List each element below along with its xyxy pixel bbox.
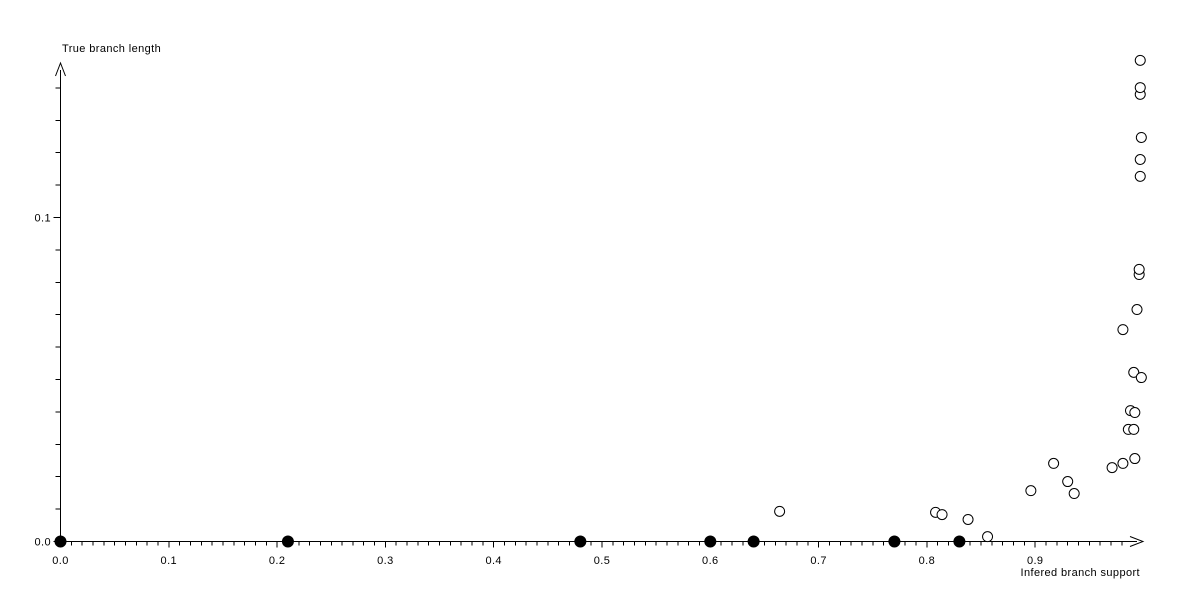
x-tick-label: 0.2 [269, 555, 286, 567]
data-point-open [1135, 131, 1147, 143]
data-point-open [1134, 54, 1146, 66]
data-point-open [982, 531, 994, 543]
data-point-open [962, 513, 974, 525]
data-point-open [1129, 407, 1141, 419]
data-point-open [1134, 82, 1146, 94]
data-point-open [1128, 423, 1140, 435]
x-axis-title: Infered branch support [1020, 567, 1140, 579]
data-point-filled [281, 535, 294, 548]
data-point-open [1134, 170, 1146, 182]
data-point-filled [574, 535, 587, 548]
data-point-open [1106, 462, 1118, 474]
data-point-filled [54, 535, 67, 548]
x-tick-label: 0.8 [919, 555, 936, 567]
y-axis-arrowhead-icon [55, 61, 66, 77]
x-tick-label: 0.6 [702, 555, 719, 567]
data-point-open [1062, 476, 1074, 488]
data-point-open [1117, 324, 1129, 336]
data-point-filled [953, 535, 966, 548]
x-tick-label: 0.3 [377, 555, 394, 567]
data-point-open [1068, 488, 1080, 500]
data-point-filled [704, 535, 717, 548]
data-point-open [1129, 453, 1141, 465]
data-point-open [1135, 372, 1147, 384]
data-point-open [936, 509, 948, 521]
data-point-filled [888, 535, 901, 548]
data-point-open [1048, 457, 1060, 469]
x-tick-label: 0.1 [161, 555, 178, 567]
x-axis-arrowhead-icon [1129, 536, 1145, 547]
y-axis-title: True branch length [62, 43, 162, 55]
data-point-open [1117, 457, 1129, 469]
y-tick-label: 0.1 [35, 213, 52, 225]
x-tick-label: 0.4 [485, 555, 502, 567]
x-tick-label: 0.0 [52, 555, 69, 567]
data-point-open [1134, 154, 1146, 166]
data-point-open [1025, 485, 1037, 497]
data-point-open [1131, 304, 1143, 316]
x-tick-label: 0.9 [1027, 555, 1044, 567]
x-tick-label: 0.7 [810, 555, 827, 567]
y-tick-label: 0.0 [35, 537, 52, 549]
data-point-open [1133, 263, 1145, 275]
x-tick-label: 0.5 [594, 555, 611, 567]
data-point-filled [747, 535, 760, 548]
data-point-open [774, 505, 786, 517]
data-point-open [1128, 366, 1140, 378]
